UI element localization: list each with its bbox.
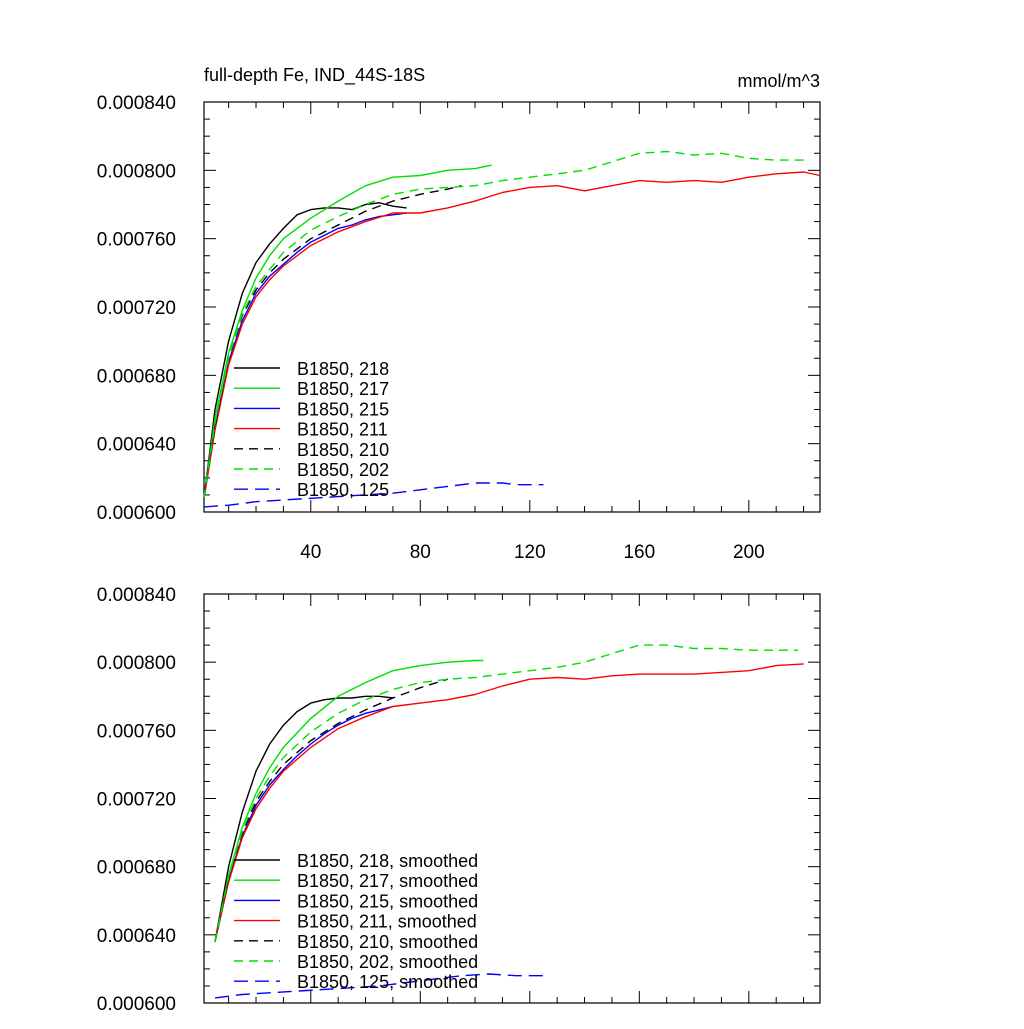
series-line-5 (203, 185, 462, 499)
y-tick-label: 0.000600 (97, 994, 176, 1015)
y-tick-label: 0.000760 (97, 721, 176, 742)
legend-label: B1850, 202 (297, 460, 389, 480)
series-line-1 (214, 695, 393, 942)
y-tick-label: 0.000800 (97, 653, 176, 674)
y-tick-label: 0.000760 (97, 230, 176, 251)
y-tick-label: 0.000800 (97, 161, 176, 182)
series-line-5 (214, 678, 448, 942)
legend-label: B1850, 211 (297, 420, 388, 440)
legend-label: B1850, 125 (297, 480, 389, 500)
series-line-4 (203, 171, 821, 499)
chart-units: mmol/m^3 (738, 71, 820, 91)
series-line-7 (214, 973, 544, 999)
x-tick-label: 40 (300, 542, 321, 563)
y-tick-label: 0.000640 (97, 435, 176, 456)
series-line-6 (203, 150, 804, 499)
x-tick-label: 160 (623, 542, 655, 563)
chart-panel-2: 0.000600 0.000640 0.000680 0.000720 0.000760… (97, 585, 821, 1015)
x-tick-label: 120 (514, 542, 546, 563)
y-tick-label: 0.000600 (97, 503, 176, 524)
series-line-3 (203, 212, 407, 499)
legend-label: B1850, 218 (297, 359, 389, 379)
series-line-3 (214, 705, 394, 942)
legend-label: B1850, 217, smoothed (297, 871, 478, 891)
y-tick-label: 0.000640 (97, 926, 176, 947)
legend-label: B1850, 202, smoothed (297, 952, 478, 972)
y-tick-label: 0.000720 (97, 790, 176, 811)
legend-label: B1850, 215 (297, 399, 389, 419)
x-tick-label: 80 (410, 542, 431, 563)
chart-panel-1: 0.000600 0.000640 0.000680 0.000720 0.000760… (97, 93, 821, 563)
series-line-2 (214, 659, 484, 942)
legend-label: B1850, 218, smoothed (297, 851, 478, 871)
series-line-6 (214, 644, 799, 942)
series-line-7 (203, 482, 544, 508)
legend-label: B1850, 210, smoothed (297, 932, 478, 952)
y-tick-label: 0.000840 (97, 585, 176, 606)
y-tick-label: 0.000680 (97, 858, 176, 879)
chart-title: full-depth Fe, IND_44S-18S (204, 65, 425, 86)
legend-label: B1850, 217 (297, 379, 389, 399)
legend-label: B1850, 210 (297, 440, 389, 460)
legend-label: B1850, 211, smoothed (297, 912, 477, 932)
legend-label: B1850, 215, smoothed (297, 891, 478, 911)
legend-label: B1850, 125, smoothed (297, 972, 478, 992)
y-tick-label: 0.000840 (97, 93, 176, 114)
x-tick-label: 200 (733, 542, 765, 563)
y-tick-label: 0.000680 (97, 366, 176, 387)
series-line-4 (214, 663, 804, 942)
series-line-2 (203, 164, 492, 499)
y-tick-label: 0.000720 (97, 298, 176, 319)
series-line-1 (203, 202, 407, 499)
